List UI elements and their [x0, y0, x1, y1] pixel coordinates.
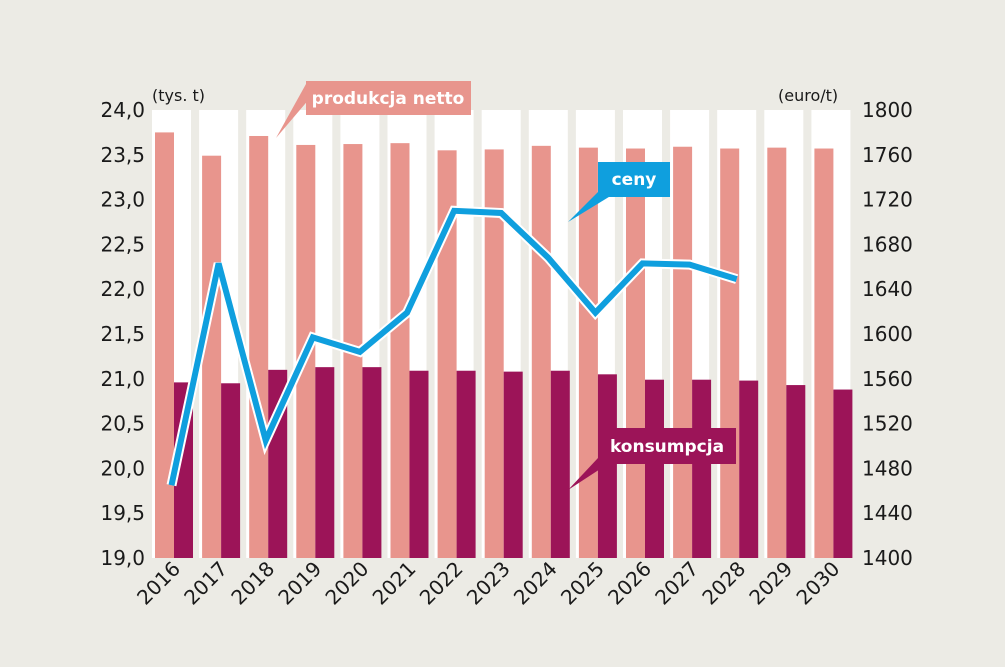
x-tick-label: 2020 [320, 557, 373, 610]
right-tick-label: 1600 [862, 322, 913, 346]
callout-produkcja-label: produkcja netto [312, 89, 465, 109]
bar-produkcja [626, 148, 645, 558]
callout-ceny-pointer [568, 192, 617, 222]
callout-konsumpcja-box [598, 428, 736, 464]
bar-produkcja [437, 150, 457, 558]
bar-konsumpcja [456, 370, 476, 558]
bar-konsumpcja [692, 379, 712, 558]
left-tick-label: 21,5 [100, 322, 145, 346]
callout-ceny: ceny [568, 162, 670, 222]
right-axis-unit: (euro/t) [778, 86, 838, 105]
bar-produkcja [390, 143, 410, 559]
x-tick-label: 2026 [603, 557, 656, 610]
bar-produkcja [155, 132, 174, 558]
x-tick-label: 2028 [697, 557, 750, 610]
callouts: produkcja netto ceny konsumpcja [276, 81, 736, 490]
x-tick-label: 2029 [744, 557, 797, 610]
bar-konsumpcja [739, 380, 759, 558]
bar-produkcja [249, 135, 269, 558]
x-tick-label: 2018 [226, 557, 279, 610]
right-tick-label: 1640 [862, 277, 913, 301]
right-tick-label: 1440 [862, 501, 913, 525]
right-tick-label: 1720 [862, 188, 913, 212]
bar-konsumpcja [409, 370, 429, 558]
x-tick-label: 2030 [791, 557, 844, 610]
callout-produkcja: produkcja netto [276, 81, 471, 138]
left-tick-label: 23,0 [100, 188, 145, 212]
left-tick-label: 22,5 [100, 232, 145, 256]
price-line-ceny [168, 207, 738, 486]
bar-konsumpcja [833, 389, 853, 558]
bars [155, 132, 853, 559]
right-tick-label: 1400 [862, 546, 913, 570]
right-tick-label: 1680 [862, 232, 913, 256]
bar-konsumpcja [315, 367, 335, 558]
bar-produkcja [531, 145, 551, 558]
x-tick-label: 2019 [273, 557, 326, 610]
right-tick-label: 1560 [862, 367, 913, 391]
callout-konsumpcja-label: konsumpcja [610, 437, 724, 457]
callout-produkcja-box [306, 81, 471, 115]
bar-produkcja [578, 147, 598, 558]
x-tick-label: 2022 [415, 557, 468, 610]
x-tick-label: 2025 [556, 557, 609, 610]
left-tick-label: 23,5 [100, 143, 145, 167]
bar-konsumpcja [550, 370, 570, 558]
bar-produkcja [814, 148, 834, 558]
left-tick-label: 19,5 [100, 501, 145, 525]
left-tick-label: 24,0 [100, 98, 145, 122]
bar-produkcja [767, 147, 787, 558]
left-tick-label: 19,0 [100, 546, 145, 570]
bar-produkcja [720, 148, 740, 558]
bar-konsumpcja [786, 385, 806, 558]
right-tick-label: 1760 [862, 143, 913, 167]
price-line [166, 205, 739, 487]
left-tick-label: 20,0 [100, 456, 145, 480]
x-tick-label: 2023 [462, 557, 515, 610]
x-tick-label: 2024 [509, 557, 562, 610]
bar-produkcja [673, 146, 693, 558]
left-axis-unit: (tys. t) [152, 86, 205, 105]
bar-produkcja [484, 149, 504, 558]
bar-konsumpcja [362, 367, 382, 558]
right-tick-label: 1520 [862, 412, 913, 436]
right-tick-label: 1800 [862, 98, 913, 122]
bar-produkcja [202, 155, 222, 559]
x-tick-label: 2017 [179, 557, 232, 610]
callout-konsumpcja: konsumpcja [568, 428, 736, 490]
left-tick-label: 20,5 [100, 412, 145, 436]
right-tick-label: 1480 [862, 456, 913, 480]
left-tick-label: 21,0 [100, 367, 145, 391]
bar-konsumpcja [503, 371, 523, 558]
x-tick-label: 2021 [368, 557, 421, 610]
callout-ceny-box [598, 162, 670, 197]
bar-konsumpcja [645, 379, 664, 558]
bar-konsumpcja [221, 383, 241, 558]
callout-ceny-label: ceny [612, 170, 657, 190]
bar-konsumpcja [597, 374, 617, 558]
callout-konsumpcja-pointer [568, 458, 617, 490]
x-tick-label: 2027 [650, 557, 703, 610]
left-tick-label: 22,0 [100, 277, 145, 301]
